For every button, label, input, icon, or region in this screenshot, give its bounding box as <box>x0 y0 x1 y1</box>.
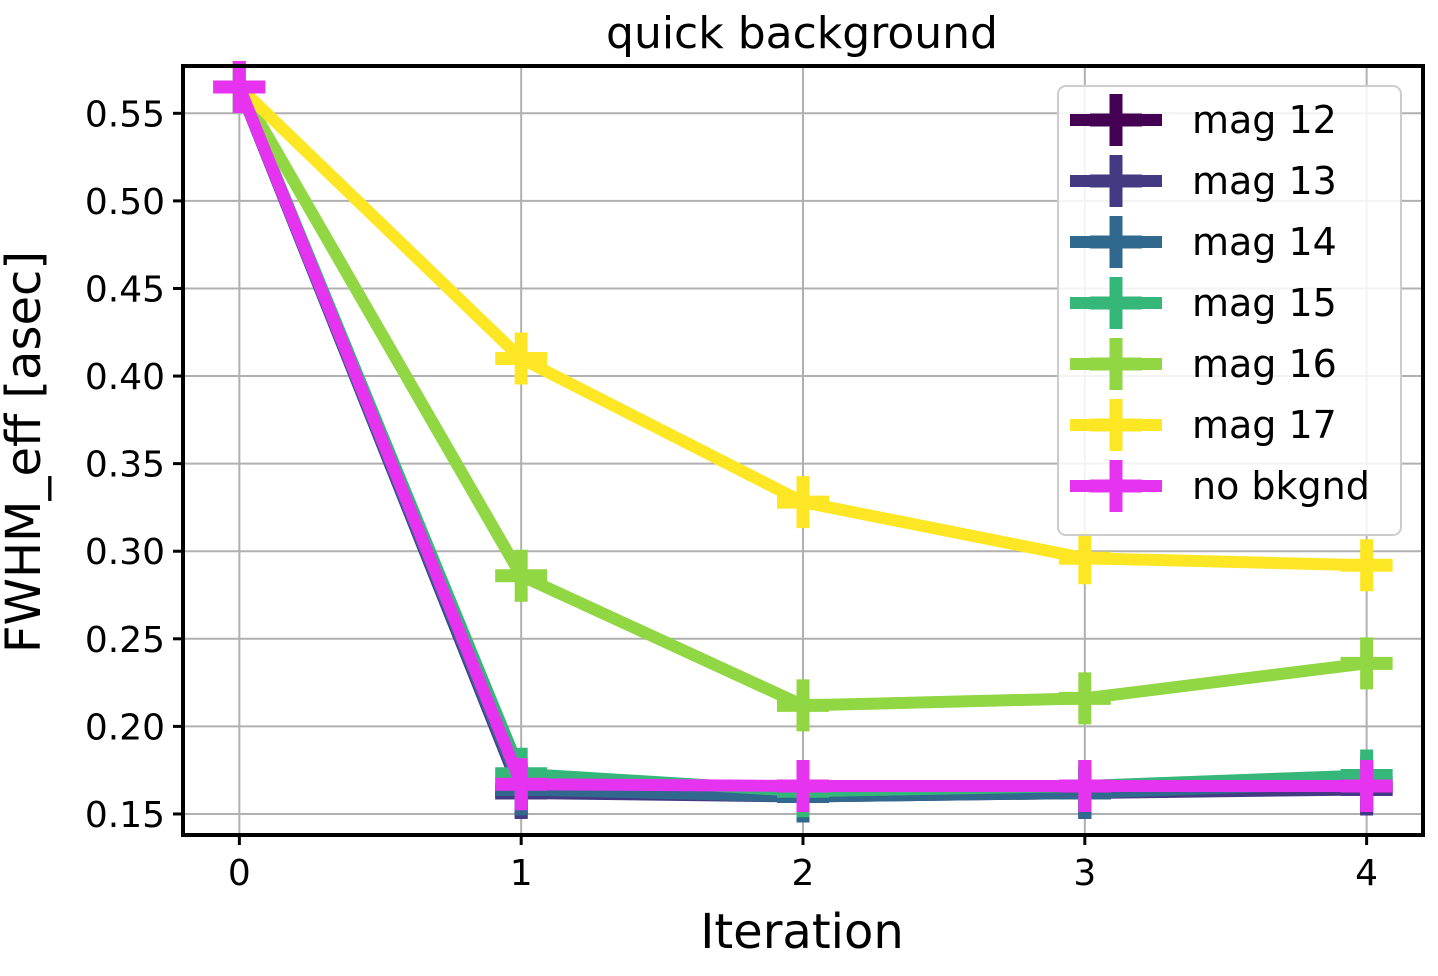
legend-entry: no bkgnd <box>1070 460 1370 512</box>
y-tick-label: 0.15 <box>85 795 165 836</box>
y-tick-label: 0.45 <box>85 269 165 310</box>
chart-title: quick background <box>606 8 998 59</box>
y-tick-label: 0.20 <box>85 707 165 748</box>
y-tick-label: 0.25 <box>85 620 165 661</box>
data-point <box>213 61 266 114</box>
data-point <box>1340 637 1393 690</box>
data-point <box>495 758 548 811</box>
y-tick-label: 0.55 <box>85 94 165 135</box>
series-no-bkgnd <box>213 61 1393 812</box>
data-point <box>777 476 829 529</box>
y-tick-label: 0.40 <box>85 357 165 398</box>
y-tick-label: 0.35 <box>85 445 165 486</box>
x-axis-label: Iteration <box>700 904 904 960</box>
data-point <box>777 679 829 732</box>
y-tick-label: 0.30 <box>85 532 165 573</box>
legend-entry: mag 17 <box>1070 399 1337 451</box>
data-point <box>1340 759 1393 812</box>
legend-label: mag 13 <box>1192 159 1337 203</box>
x-tick-label: 1 <box>510 853 533 894</box>
data-point <box>1340 539 1393 592</box>
legend: mag 12 mag 13 mag 14 mag 15 mag 16 mag 17 no b… <box>1057 85 1402 536</box>
legend-entry: mag 14 <box>1070 216 1337 268</box>
data-point <box>495 549 548 602</box>
ticks-layer: 0 1 2 3 4 0.15 0.20 0.25 0.30 0.35 0.40 0.45 0.50 0.5… <box>85 94 1378 894</box>
x-tick-label: 3 <box>1073 853 1096 894</box>
data-point <box>1058 759 1111 812</box>
series-layer <box>213 61 1393 823</box>
x-tick-label: 4 <box>1355 853 1378 894</box>
legend-label: mag 14 <box>1192 220 1337 264</box>
legend-entry: mag 13 <box>1070 155 1337 207</box>
data-point <box>1058 532 1111 585</box>
legend-label: no bkgnd <box>1192 464 1370 508</box>
legend-label: mag 12 <box>1192 98 1337 142</box>
legend-entry: mag 16 <box>1070 338 1337 390</box>
y-axis-label: FWHM_eff [asec] <box>0 251 52 653</box>
data-point <box>495 332 548 385</box>
legend-entry: mag 15 <box>1070 277 1337 329</box>
legend-label: mag 16 <box>1192 342 1337 386</box>
legend-label: mag 15 <box>1192 281 1337 325</box>
legend-label: mag 17 <box>1192 403 1337 447</box>
data-point <box>777 759 829 812</box>
x-tick-label: 0 <box>228 853 251 894</box>
y-tick-label: 0.50 <box>85 182 165 223</box>
data-point <box>1058 672 1111 725</box>
legend-entry: mag 12 <box>1070 94 1337 146</box>
x-tick-label: 2 <box>792 853 815 894</box>
